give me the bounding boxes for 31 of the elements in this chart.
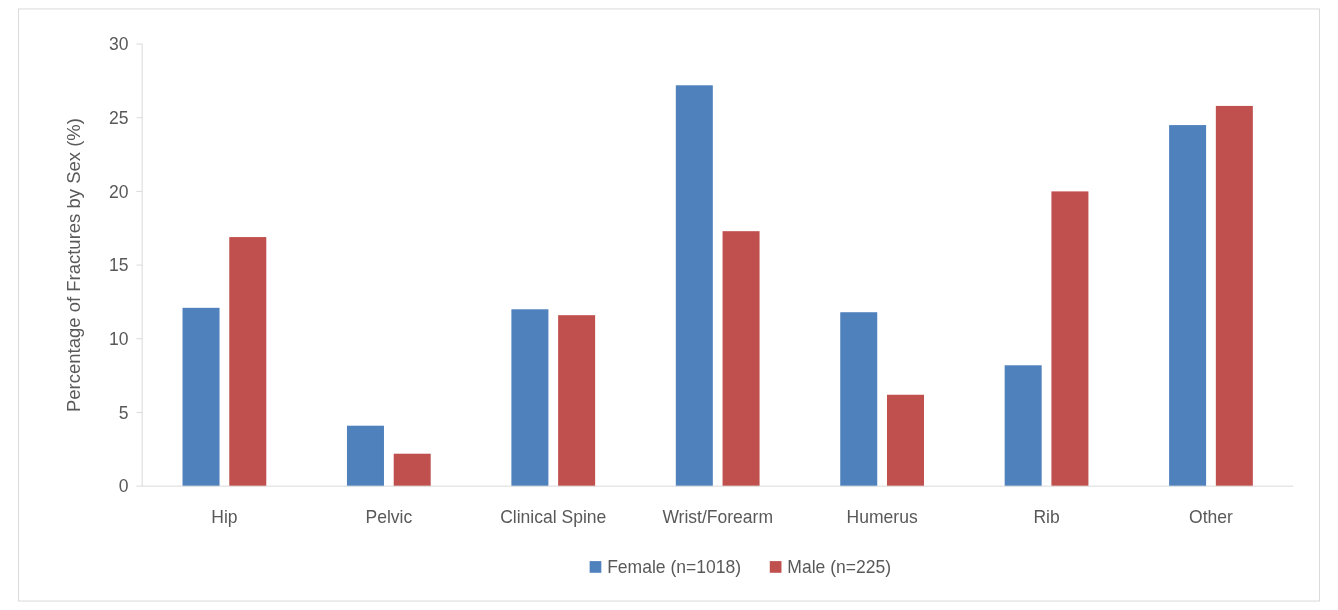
bar	[722, 231, 760, 487]
legend-label: Female (n=1018)	[607, 557, 742, 578]
bar	[346, 425, 384, 487]
bar	[511, 309, 549, 487]
y-tick-label: 0	[118, 476, 129, 497]
bar	[675, 85, 713, 487]
legend-label: Male (n=225)	[787, 557, 892, 578]
x-tick-label: Pelvic	[365, 507, 413, 528]
x-tick-label: Rib	[1033, 507, 1060, 528]
y-tick-label: 20	[109, 181, 129, 202]
x-tick-label: Other	[1189, 507, 1234, 528]
y-tick-label: 30	[109, 34, 129, 55]
y-tick-label: 5	[118, 402, 129, 423]
x-tick-label: Humerus	[846, 507, 918, 528]
bar	[1051, 191, 1089, 487]
bar	[840, 312, 878, 487]
x-tick-label: Hip	[211, 507, 238, 528]
y-axis-title: Percentage of Fractures by Sex (%)	[62, 118, 84, 413]
y-tick-label: 25	[109, 107, 129, 128]
y-tick-label: 15	[109, 255, 129, 276]
y-tick-label: 10	[109, 328, 129, 349]
bar	[558, 315, 596, 487]
x-tick-label: Clinical Spine	[500, 507, 607, 528]
bar	[1215, 105, 1253, 487]
bar	[229, 237, 267, 487]
bar	[393, 453, 431, 487]
x-tick-label: Wrist/Forearm	[662, 507, 773, 528]
bar	[182, 307, 220, 487]
bar	[1004, 365, 1042, 487]
bar	[886, 394, 924, 487]
bar	[1169, 125, 1207, 487]
